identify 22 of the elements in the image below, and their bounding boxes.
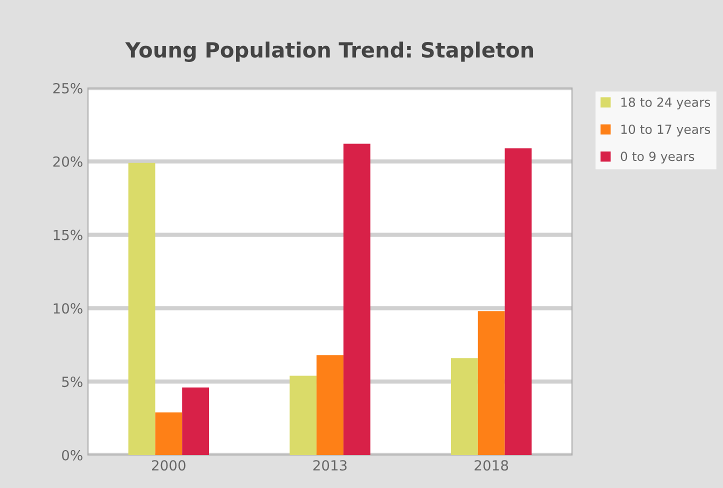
bar <box>155 412 182 455</box>
y-tick-label: 25% <box>53 82 82 94</box>
bar <box>343 144 370 455</box>
bar <box>478 311 505 455</box>
bar <box>316 355 344 455</box>
y-tick-label: 10% <box>54 303 82 314</box>
bar <box>182 387 209 455</box>
x-tick-label: 2000 <box>152 460 186 471</box>
legend-label: 18 to 24 years <box>621 97 710 110</box>
legend-label: 0 to 9 years <box>620 152 694 164</box>
y-tick-label: 20% <box>53 156 82 167</box>
bar <box>290 376 317 455</box>
chart-title: Young Population Trend: Stapleton <box>125 42 534 62</box>
bar <box>451 358 478 455</box>
y-tick-label: 15% <box>54 230 82 240</box>
x-tick-label: 2018 <box>474 460 508 471</box>
x-tick-label: 2013 <box>313 460 347 471</box>
y-tick-label: 0% <box>62 450 82 460</box>
bar <box>128 162 156 455</box>
legend-label: 10 to 17 years <box>621 124 710 136</box>
bar <box>504 148 532 455</box>
y-tick-label: 5% <box>62 376 82 388</box>
